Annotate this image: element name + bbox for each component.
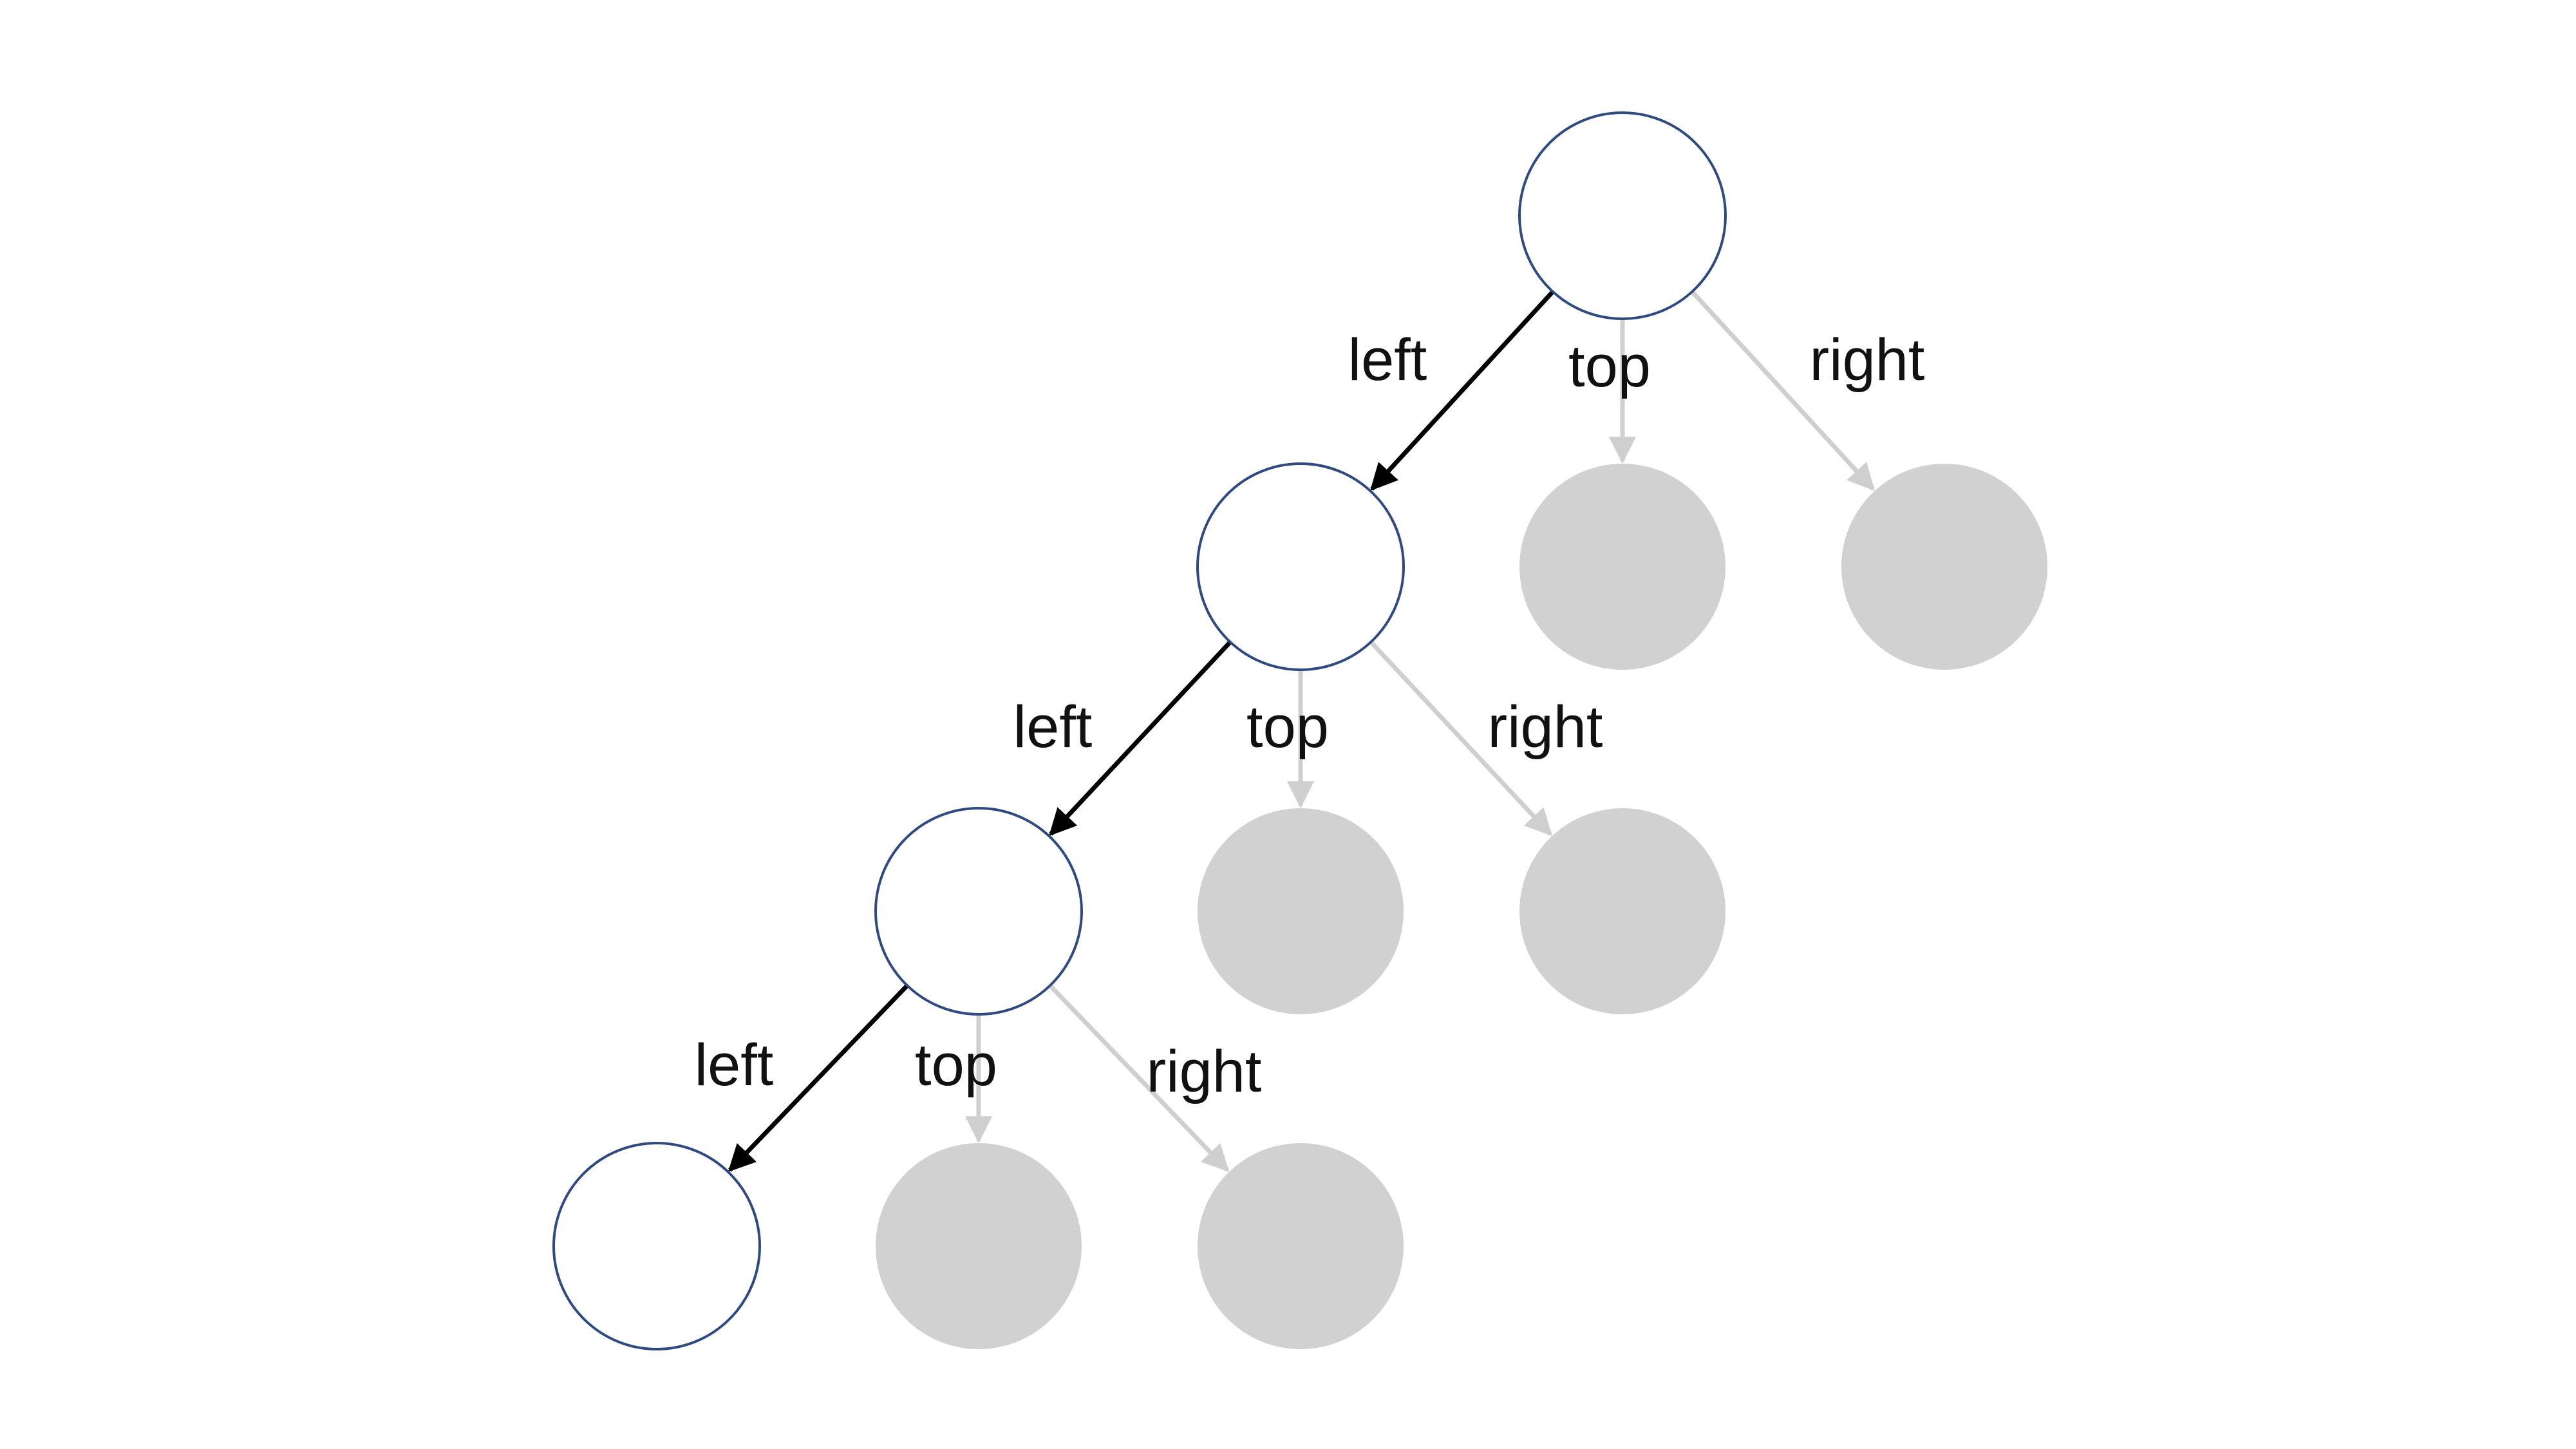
- inactive-node-n5: [1198, 808, 1404, 1014]
- edge-label-top: top: [915, 1032, 997, 1098]
- edges-layer: [728, 290, 1875, 1172]
- active-node-n4: [874, 807, 1083, 1016]
- edge-label-top: top: [1246, 694, 1329, 760]
- edge-right-n4-n9: [1048, 983, 1230, 1172]
- labels-layer: left top right left top right left top right: [695, 327, 1925, 1104]
- active-node-n1: [1196, 462, 1405, 671]
- edge-right-n1-n6: [1369, 640, 1552, 837]
- edge-right-n0-n3: [1690, 290, 1875, 491]
- edge-label-left: left: [1013, 694, 1093, 760]
- edge-label-right: right: [1147, 1039, 1262, 1104]
- edge-left-n1-n4: [1049, 640, 1232, 837]
- edge-label-top: top: [1568, 334, 1651, 399]
- edge-left-n4-n7: [728, 983, 909, 1172]
- nodes-layer: [552, 111, 2047, 1350]
- active-node-n7: [552, 1142, 761, 1350]
- inactive-node-n2: [1519, 464, 1725, 670]
- edge-label-left: left: [695, 1032, 774, 1098]
- edge-left-n0-n1: [1370, 290, 1555, 491]
- inactive-node-n9: [1198, 1143, 1404, 1349]
- inactive-node-n3: [1841, 464, 2047, 670]
- inactive-node-n8: [876, 1143, 1082, 1349]
- inactive-node-n6: [1519, 808, 1725, 1014]
- edge-label-left: left: [1348, 327, 1427, 393]
- edge-label-right: right: [1488, 694, 1603, 760]
- active-node-n0: [1518, 111, 1727, 320]
- edge-label-right: right: [1810, 327, 1925, 393]
